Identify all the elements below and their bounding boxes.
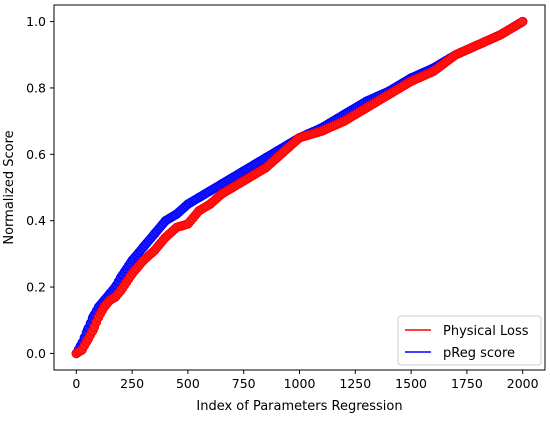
legend-box [397, 315, 542, 366]
x-tick-label: 750 [232, 376, 256, 391]
x-tick-label: 2000 [507, 376, 539, 391]
x-tick-label: 500 [176, 376, 200, 391]
legend-label-preg-score: pReg score [443, 346, 515, 361]
x-axis-label: Index of Parameters Regression [196, 399, 402, 414]
legend-label-physical-loss: Physical Loss [443, 324, 529, 339]
series-preg-score [71, 16, 528, 359]
y-tick-label: 0.6 [26, 147, 46, 162]
x-tick-label: 1250 [339, 376, 371, 391]
plot-frame [53, 4, 546, 371]
marks-layer [71, 16, 528, 359]
ticks-layer: 0 250 500 750 1000 1250 1500 1750 2000 0.0 0.2 0.4 0… [26, 14, 539, 391]
y-tick-label: 0.4 [26, 213, 46, 228]
y-tick-label: 0.2 [26, 280, 46, 295]
x-tick-label: 0 [72, 376, 80, 391]
x-tick-label: 1500 [395, 376, 427, 391]
y-tick-label: 0.8 [26, 80, 46, 95]
x-tick-label: 1000 [284, 376, 316, 391]
y-axis-label: Normalized Score [2, 130, 17, 244]
legend: Physical Loss pReg score [397, 315, 542, 366]
y-tick-label: 0.0 [26, 346, 46, 361]
x-tick-label: 1750 [451, 376, 483, 391]
data-point [517, 17, 527, 27]
x-tick-label: 250 [120, 376, 144, 391]
y-tick-label: 1.0 [26, 14, 46, 29]
series-physical-loss [71, 16, 528, 359]
